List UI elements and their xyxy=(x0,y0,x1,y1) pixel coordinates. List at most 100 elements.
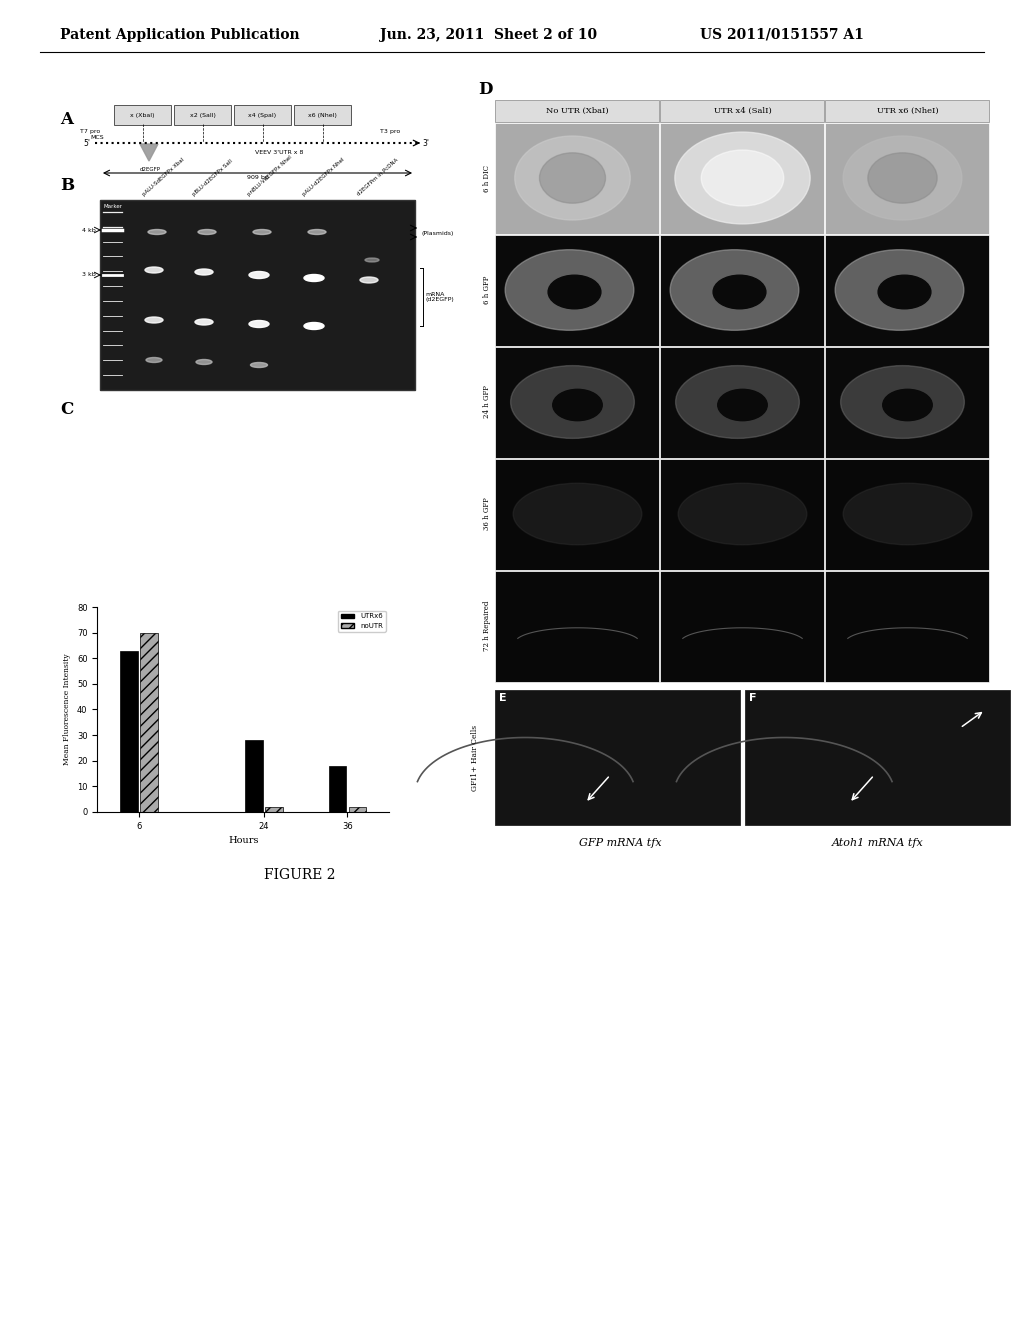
Y-axis label: Mean Fluorescence Intensity: Mean Fluorescence Intensity xyxy=(63,653,72,766)
Text: FIGURE 2: FIGURE 2 xyxy=(264,869,336,882)
Text: 909 bp: 909 bp xyxy=(247,176,268,180)
Ellipse shape xyxy=(511,366,635,438)
Ellipse shape xyxy=(253,230,271,235)
Bar xyxy=(660,572,824,682)
Text: Marker: Marker xyxy=(104,205,123,209)
Ellipse shape xyxy=(365,257,379,261)
Ellipse shape xyxy=(553,389,602,421)
Ellipse shape xyxy=(548,275,601,309)
Bar xyxy=(349,807,367,812)
Bar xyxy=(825,123,989,234)
Ellipse shape xyxy=(678,483,807,545)
Bar xyxy=(120,651,137,812)
Bar xyxy=(660,347,824,458)
Text: x4 (SpaI): x4 (SpaI) xyxy=(249,112,276,117)
Ellipse shape xyxy=(308,230,326,235)
Bar xyxy=(660,459,824,570)
Text: A: A xyxy=(60,111,73,128)
Text: 3 kb: 3 kb xyxy=(82,272,96,277)
Bar xyxy=(825,100,989,121)
Text: x (XbaI): x (XbaI) xyxy=(130,112,155,117)
Text: pALU-SdEGFPx XbaI: pALU-SdEGFPx XbaI xyxy=(141,157,185,197)
Text: 4 kb: 4 kb xyxy=(82,227,96,232)
Text: B: B xyxy=(60,177,74,194)
Bar xyxy=(100,201,415,389)
Text: pBLU-d2EGFPx SalI: pBLU-d2EGFPx SalI xyxy=(191,158,233,197)
Text: T7 pro: T7 pro xyxy=(80,129,100,135)
Text: Jun. 23, 2011  Sheet 2 of 10: Jun. 23, 2011 Sheet 2 of 10 xyxy=(380,28,597,42)
Bar xyxy=(825,572,989,682)
Ellipse shape xyxy=(198,230,216,235)
Ellipse shape xyxy=(249,321,269,327)
Ellipse shape xyxy=(145,317,163,323)
Text: 6 h GFP: 6 h GFP xyxy=(483,276,490,304)
Text: 5': 5' xyxy=(83,139,90,148)
Text: Atoh1 mRNA tfx: Atoh1 mRNA tfx xyxy=(831,838,924,847)
Ellipse shape xyxy=(251,363,267,367)
Text: T3 pro: T3 pro xyxy=(380,129,400,135)
Ellipse shape xyxy=(670,249,799,330)
Text: E: E xyxy=(499,693,507,704)
Bar xyxy=(495,459,659,570)
FancyBboxPatch shape xyxy=(294,106,351,125)
Text: US 2011/0151557 A1: US 2011/0151557 A1 xyxy=(700,28,864,42)
Ellipse shape xyxy=(676,366,800,438)
Ellipse shape xyxy=(195,319,213,325)
Text: No UTR (XbaI): No UTR (XbaI) xyxy=(546,107,609,115)
Ellipse shape xyxy=(843,483,972,545)
Text: C: C xyxy=(60,401,74,418)
Ellipse shape xyxy=(195,269,213,275)
Text: pALU-d2EGFPx NheI: pALU-d2EGFPx NheI xyxy=(302,157,345,197)
Text: d2EGFPm in PcDNA: d2EGFPm in PcDNA xyxy=(356,157,399,197)
FancyBboxPatch shape xyxy=(174,106,231,125)
Text: VEEV 3'UTR x 8: VEEV 3'UTR x 8 xyxy=(255,150,303,156)
Ellipse shape xyxy=(515,136,630,220)
Ellipse shape xyxy=(540,153,605,203)
Ellipse shape xyxy=(360,277,378,282)
Ellipse shape xyxy=(304,322,324,330)
Text: F: F xyxy=(749,693,757,704)
Text: UTR x6 (NheI): UTR x6 (NheI) xyxy=(877,107,938,115)
Text: 24 h GFP: 24 h GFP xyxy=(483,385,490,418)
FancyBboxPatch shape xyxy=(114,106,171,125)
Ellipse shape xyxy=(249,272,269,279)
Text: x2 (SalI): x2 (SalI) xyxy=(189,112,215,117)
X-axis label: Hours: Hours xyxy=(228,836,258,845)
Bar xyxy=(495,100,659,121)
Ellipse shape xyxy=(841,366,965,438)
Bar xyxy=(660,123,824,234)
Bar xyxy=(495,347,659,458)
Ellipse shape xyxy=(513,483,642,545)
Text: D: D xyxy=(478,82,493,99)
Bar xyxy=(825,235,989,346)
Bar xyxy=(745,690,1010,825)
Bar xyxy=(660,100,824,121)
Ellipse shape xyxy=(148,230,166,235)
Ellipse shape xyxy=(505,249,634,330)
Bar xyxy=(495,690,740,825)
Bar xyxy=(265,807,283,812)
Bar xyxy=(495,235,659,346)
Ellipse shape xyxy=(675,132,810,224)
Ellipse shape xyxy=(713,275,766,309)
Ellipse shape xyxy=(843,136,962,220)
Text: 6 h DIC: 6 h DIC xyxy=(483,165,490,191)
Text: mRNA
(d2EGFP): mRNA (d2EGFP) xyxy=(425,292,454,302)
Legend: UTRx6, noUTR: UTRx6, noUTR xyxy=(338,611,386,632)
Ellipse shape xyxy=(879,275,931,309)
Text: 3': 3' xyxy=(422,139,429,148)
Text: 36 h GFP: 36 h GFP xyxy=(483,498,490,531)
Text: MCS: MCS xyxy=(90,135,103,140)
Bar xyxy=(825,347,989,458)
Text: d2EGFP: d2EGFP xyxy=(140,168,161,172)
Text: pnBLU-VdEGFPx NheI: pnBLU-VdEGFPx NheI xyxy=(247,154,293,197)
Text: Patent Application Publication: Patent Application Publication xyxy=(60,28,300,42)
Bar xyxy=(495,572,659,682)
Ellipse shape xyxy=(718,389,767,421)
Ellipse shape xyxy=(145,267,163,273)
Bar xyxy=(495,123,659,234)
Text: UTR x4 (SalI): UTR x4 (SalI) xyxy=(714,107,771,115)
Ellipse shape xyxy=(196,359,212,364)
Ellipse shape xyxy=(883,389,932,421)
Ellipse shape xyxy=(304,275,324,281)
